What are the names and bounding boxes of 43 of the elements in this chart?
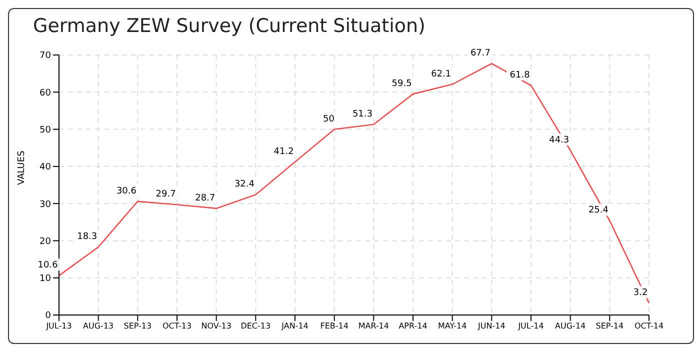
y-tick-label: 10 [40, 274, 52, 284]
data-label: 32.4 [234, 180, 255, 190]
chart-title: Germany ZEW Survey (Current Situation) [33, 15, 426, 37]
data-label: 18.3 [77, 232, 98, 242]
line-series [58, 62, 650, 304]
x-tick-label: JUN-14 [477, 322, 506, 331]
x-tick-label: DEC-13 [240, 322, 271, 331]
data-label: 44.3 [549, 135, 570, 146]
data-label: 25.4 [588, 206, 609, 216]
data-label: 59.5 [392, 79, 412, 89]
data-label: 41.2 [274, 146, 294, 157]
data-label: 3.2 [633, 288, 648, 298]
x-tick-label: OCT-13 [162, 322, 192, 331]
y-tick-label: 40 [40, 162, 52, 173]
x-tick-label: JUL-14 [517, 322, 544, 331]
y-tick-label: 50 [40, 125, 52, 136]
data-label: 28.7 [195, 193, 216, 204]
x-tick-label: AUG-14 [555, 322, 586, 331]
x-tick-label: APR-14 [398, 322, 428, 331]
x-tick-label: AUG-13 [83, 322, 114, 331]
y-tick-label: 70 [40, 51, 52, 62]
x-tick-label: JAN-14 [280, 322, 308, 331]
data-label: 10.6 [38, 260, 58, 271]
x-tick-label: MAR-14 [358, 322, 390, 331]
y-axis-title: VALUES [17, 150, 28, 185]
data-label: 61.8 [510, 70, 530, 80]
data-label: 51.3 [352, 109, 372, 120]
data-label: 50 [323, 114, 335, 124]
data-label: 30.6 [116, 186, 137, 196]
x-tick-label: JUL-13 [45, 322, 72, 331]
data-label: 62.1 [431, 69, 452, 80]
x-tick-label: SEP-13 [124, 322, 152, 331]
x-tick-label: FEB-14 [320, 322, 348, 331]
x-tick-label: OCT-14 [634, 322, 664, 331]
y-tick-label: 0 [45, 311, 52, 322]
data-label: 29.7 [156, 190, 176, 200]
data-label: 67.7 [470, 48, 490, 59]
x-tick-label: SEP-14 [596, 322, 624, 331]
x-tick-label: NOV-13 [201, 322, 232, 331]
y-tick-label: 20 [40, 236, 52, 247]
y-tick-label: 30 [40, 200, 52, 210]
x-tick-label: MAY-14 [438, 322, 467, 331]
y-tick-label: 60 [40, 88, 52, 98]
